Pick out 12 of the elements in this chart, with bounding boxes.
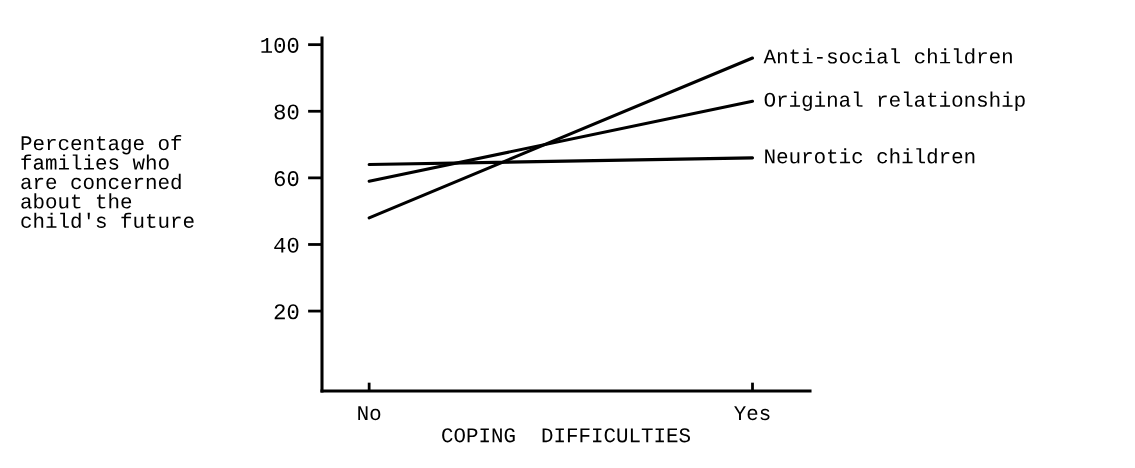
y-axis-title: Percentage of families who are concerned about the child's future [21, 135, 194, 229]
x-axis-title: COPING DIFFICULTIES [442, 428, 690, 443]
series-label: Neurotic children [765, 148, 975, 164]
x-tick-label: No [358, 406, 381, 421]
y-tick-label: 100 [261, 37, 299, 53]
y-tick-label: 40 [274, 237, 299, 253]
y-tick-label: 20 [274, 304, 299, 320]
x-tick-label: Yes [734, 406, 770, 421]
y-tick-label: 80 [274, 104, 299, 120]
series-label: Anti-social children [763, 48, 1012, 64]
y-tick-label: 60 [274, 171, 299, 187]
series-label: Original relationship [764, 91, 1025, 111]
